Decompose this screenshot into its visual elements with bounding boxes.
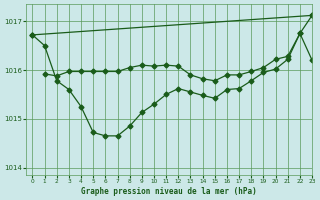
X-axis label: Graphe pression niveau de la mer (hPa): Graphe pression niveau de la mer (hPa): [81, 187, 257, 196]
